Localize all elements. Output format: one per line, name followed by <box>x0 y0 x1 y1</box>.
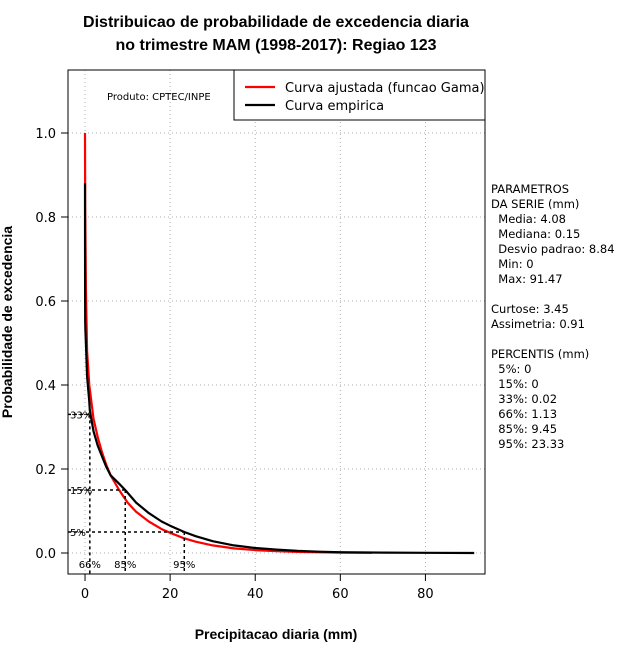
x-tick-label: 20 <box>162 587 179 602</box>
stats-panel-line: 5%: 0 <box>491 362 531 376</box>
stats-panel-line: Max: 91.47 <box>491 272 563 286</box>
legend-label: Curva ajustada (funcao Gama) <box>285 81 485 96</box>
stats-panel-line: DA SERIE (mm) <box>491 197 579 211</box>
percentile-y-label: 33% <box>70 410 92 421</box>
stats-panel-line: 33%: 0.02 <box>491 392 557 406</box>
percentile-x-label: 95% <box>173 560 195 571</box>
x-tick-label: 0 <box>81 587 89 602</box>
x-tick-label: 40 <box>247 587 264 602</box>
stats-panel-line: Media: 4.08 <box>491 212 566 226</box>
stats-panel-line: Min: 0 <box>491 257 534 271</box>
y-axis-title: Probabilidade de excedencia <box>0 226 15 418</box>
chart-title-line-2: no trimestre MAM (1998-2017): Regiao 123 <box>116 37 437 54</box>
y-tick-label: 0.8 <box>35 211 56 226</box>
chart-title-line-1: Distribuicao de probabilidade de exceden… <box>83 14 469 31</box>
stats-panel-line: PERCENTIS (mm) <box>491 347 589 361</box>
stats-panel-line: Curtose: 3.45 <box>491 302 569 316</box>
y-tick-label: 0.0 <box>35 547 56 562</box>
product-label: Produto: CPTEC/INPE <box>107 92 211 103</box>
x-tick-label: 80 <box>417 587 434 602</box>
legend-box <box>233 69 486 121</box>
empirical-curve <box>83 183 475 555</box>
x-tick-label: 60 <box>332 587 349 602</box>
percentile-y-label: 5% <box>70 528 86 539</box>
fitted-gamma-curve <box>83 132 373 554</box>
stats-panel-line: 66%: 1.13 <box>491 407 557 421</box>
y-tick-label: 1.0 <box>35 127 56 142</box>
percentile-x-label: 66% <box>79 560 101 571</box>
y-tick-label: 0.4 <box>35 379 56 394</box>
x-axis-title: Precipitacao diaria (mm) <box>195 626 358 642</box>
stats-panel-line: PARAMETROS <box>491 182 569 196</box>
y-tick-label: 0.6 <box>35 295 56 310</box>
stats-panel-line: 15%: 0 <box>491 377 539 391</box>
stats-panel-line: Mediana: 0.15 <box>491 227 580 241</box>
legend-label: Curva empirica <box>285 99 384 114</box>
y-tick-label: 0.2 <box>35 463 56 478</box>
stats-panel-line: 85%: 9.45 <box>491 422 557 436</box>
plot-frame <box>67 69 486 575</box>
stats-panel-line: Desvio padrao: 8.84 <box>491 242 615 256</box>
stats-panel-line: Assimetria: 0.91 <box>491 317 585 331</box>
percentile-x-label: 85% <box>114 560 136 571</box>
stats-panel-line: 95%: 23.33 <box>491 437 564 451</box>
percentile-y-label: 15% <box>70 486 92 497</box>
